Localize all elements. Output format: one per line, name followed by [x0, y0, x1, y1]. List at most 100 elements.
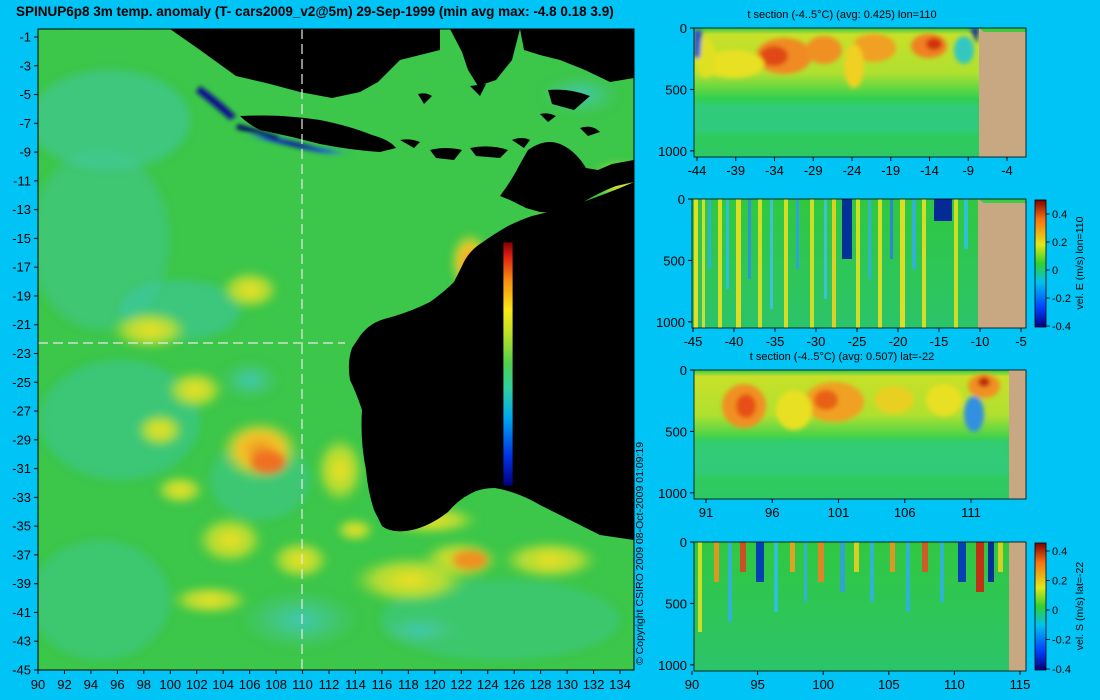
velocity-stripe	[976, 542, 984, 592]
map-y-tick-label: -1	[19, 30, 31, 45]
velocity-stripe	[804, 542, 807, 602]
panel-y-tick-label: 500	[665, 596, 687, 611]
velocity-stripe	[714, 542, 719, 582]
panel-x-tick-label: -20	[889, 334, 908, 349]
copyright-text: © Copyright CSIRO 2009 08-Oct-2009 01:09…	[634, 442, 646, 665]
map-colorbar-tick-label: 4	[520, 264, 526, 276]
map-x-tick-label: 114	[345, 677, 366, 692]
panel-y-tick-label: 0	[680, 21, 687, 36]
map-frame	[37, 28, 635, 671]
map-y-tick-label: -35	[12, 519, 31, 534]
panel-x-tick-label: 101	[828, 505, 850, 520]
map-x-tick-label: 100	[159, 677, 181, 692]
map-x-tick-label: 90	[31, 677, 45, 692]
map-plot	[38, 29, 634, 670]
map-colorbar-tick-label: 5	[520, 237, 526, 249]
velocity-stripe	[748, 199, 751, 279]
velocity-stripe	[870, 542, 874, 602]
panel-x-tick-label: -40	[725, 334, 744, 349]
velocity-stripe	[774, 542, 778, 612]
velocity-stripe	[784, 199, 788, 328]
velocity-stripe	[988, 542, 994, 582]
map-y-axis: -1 -3 -5 -7 -9 -11 -13 -15 -17 -19 -21 -23 -25 -27 -29…	[12, 30, 38, 678]
panel-x-tick-label: -45	[684, 334, 703, 349]
velocity-stripe	[964, 199, 968, 249]
panel-y-tick-label: 1000	[658, 144, 687, 159]
velocity-stripe	[718, 199, 722, 328]
panel-x-tick-label: 106	[894, 505, 916, 520]
velocity-stripe	[890, 542, 895, 572]
panel-colorbar-tick-label: 0.2	[1052, 237, 1067, 249]
panel-x-tick-label: -25	[848, 334, 867, 349]
panel-x-tick-label: -15	[930, 334, 949, 349]
velocity-stripe	[810, 199, 814, 328]
velocity-stripe	[698, 542, 702, 632]
velocity-stripe	[890, 199, 893, 259]
panel-colorbar-tick-label: -0.4	[1052, 664, 1071, 676]
map-y-tick-label: -37	[12, 547, 31, 562]
map-x-tick-label: 118	[398, 677, 419, 692]
panel-x-tick-label: -24	[843, 163, 862, 178]
panel-x-tick-label: 100	[812, 677, 834, 692]
velocity-stripe	[756, 542, 764, 582]
velocity-stripe	[736, 199, 741, 328]
panel-y-tick-label: 1000	[656, 315, 685, 330]
map-x-tick-label: 128	[530, 677, 552, 692]
map-x-tick-label: 112	[319, 677, 340, 692]
panel1-title: t section (-4..5°C) (avg: 0.425) lon=110	[747, 9, 936, 21]
velocity-stripe	[922, 199, 926, 328]
map-colorbar-tick-label: -3	[520, 454, 530, 466]
map-y-tick-label: -39	[12, 576, 31, 591]
velocity-stripe	[840, 542, 845, 592]
panel-x-tick-label: -35	[766, 334, 785, 349]
panel-colorbar-tick-label: 0.2	[1052, 576, 1067, 588]
velocity-stripe	[726, 199, 729, 289]
map-x-tick-label: 96	[110, 677, 124, 692]
velocity-stripe	[770, 199, 773, 309]
map-colorbar-tick-label: 2	[520, 318, 526, 330]
map-land	[170, 29, 634, 540]
panel-x-tick-label: 91	[699, 505, 713, 520]
velocity-stripe	[824, 199, 827, 299]
map-x-tick-label: 94	[84, 677, 98, 692]
velocity-stripe	[818, 542, 824, 582]
panel-x-tick-label: -4	[1001, 163, 1013, 178]
panel-x-tick-label: 90	[685, 677, 699, 692]
panel-x-tick-label: -29	[804, 163, 823, 178]
panel-x-tick-label: -14	[920, 163, 939, 178]
map-y-tick-label: -15	[12, 231, 31, 246]
panel-x-tick-label: 96	[765, 505, 779, 520]
map-colorbar-tick-label: 1	[520, 345, 526, 357]
map-x-tick-label: 108	[265, 677, 287, 692]
velocity-stripe	[842, 199, 852, 259]
map-x-tick-label: 106	[239, 677, 261, 692]
panel-y-tick-label: 1000	[658, 658, 687, 673]
panel-y-tick-label: 500	[665, 82, 687, 97]
panel-y-tick-label: 1000	[658, 486, 687, 501]
map-y-tick-label: -11	[13, 173, 31, 188]
map-x-tick-label: 126	[503, 677, 525, 692]
velocity-stripe	[900, 199, 905, 328]
velocity-stripe	[940, 542, 944, 602]
map-y-tick-label: -5	[19, 87, 31, 102]
map-y-tick-label: -33	[12, 490, 31, 505]
panel-t-section-lon110: t section (-4..5°C) (avg: 0.425) lon=110	[658, 9, 1027, 178]
map-x-tick-label: 120	[424, 677, 446, 692]
panel-x-tick-label: 110	[944, 677, 965, 692]
panel-x-tick-label: -34	[765, 163, 784, 178]
panel4-colorbar-label: vel. S (m/s) lat=-22	[1074, 562, 1086, 651]
velocity-stripe	[906, 542, 910, 612]
page-title: SPINUP6p8 3m temp. anomaly (T- cars2009_…	[16, 4, 614, 19]
panel-x-tick-label: -10	[971, 334, 990, 349]
velocity-stripe	[958, 542, 966, 582]
velocity-stripe	[832, 199, 836, 328]
panel-x-tick-label: -9	[962, 163, 974, 178]
panel-y-tick-label: 0	[680, 363, 687, 378]
map-y-tick-label: -21	[12, 317, 31, 332]
panel-x-tick-label: -19	[881, 163, 900, 178]
map-colorbar-tick-label: -2	[520, 427, 530, 439]
map-y-tick-label: -19	[12, 288, 31, 303]
map-colorbar-label: temperature anomaly (°C)	[528, 304, 540, 425]
map-colorbar: 5 4 3 2 1 0 -1 -2 -3 -4 temperature anomaly (°C)	[502, 237, 540, 493]
